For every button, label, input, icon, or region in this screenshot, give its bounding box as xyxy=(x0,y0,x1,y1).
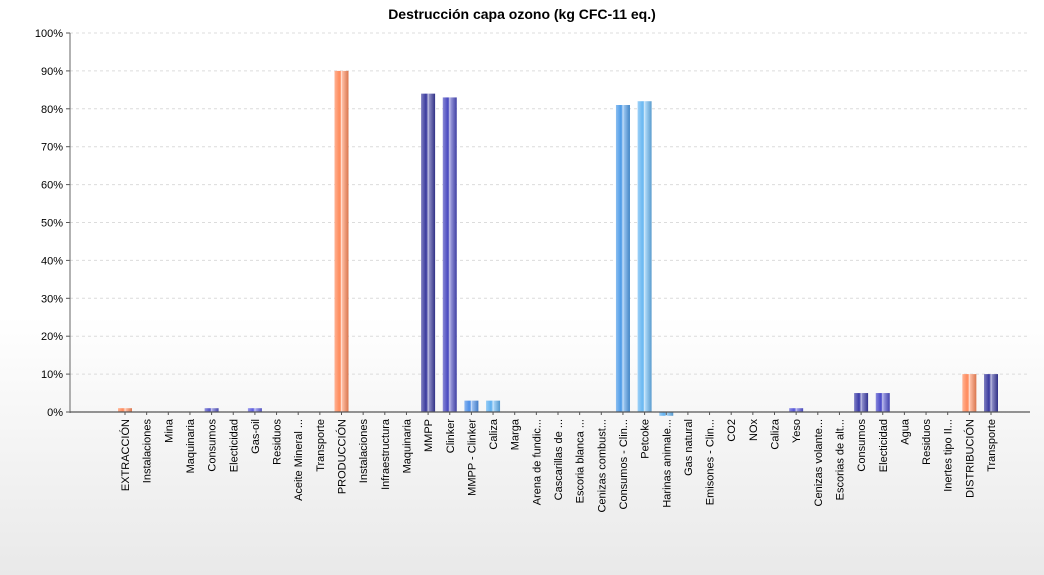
x-tick-label: CO2 xyxy=(726,419,738,442)
x-tick-label: Marga xyxy=(510,418,522,450)
x-tick-label: Instalaciones xyxy=(142,419,154,484)
y-tick-label: 0% xyxy=(47,407,63,419)
x-tick-label: Agua xyxy=(899,418,911,445)
x-tick-label: Arena de fundic... xyxy=(531,419,543,505)
x-tick-label: EXTRACCIÓN xyxy=(119,419,132,491)
x-tick-label: Residuos xyxy=(921,419,933,465)
x-tick-label: Gas-oil xyxy=(250,419,262,454)
x-tick-label: Electicidad xyxy=(878,419,890,472)
y-tick-label: 50% xyxy=(41,218,63,230)
x-tick-label: Escorias de alt... xyxy=(834,419,846,500)
y-tick-label: 60% xyxy=(41,180,63,192)
y-tick-label: 30% xyxy=(41,293,63,305)
x-tick-label: Maquinaria xyxy=(401,418,413,473)
x-tick-label: Consumos - Clin... xyxy=(618,419,630,509)
x-tick-label: Cenizas combust... xyxy=(596,419,608,513)
x-tick-label: Transporte xyxy=(315,419,327,472)
x-tick-label: Clinker xyxy=(445,419,457,454)
label-layer: 0% 10% 20% 30% 40% 50% 60% 70% 80% 90% 100% EXTRACC… xyxy=(35,28,998,513)
y-tick-label: 80% xyxy=(41,104,63,116)
x-tick-label: Transporte xyxy=(986,419,998,472)
y-tick-label: 70% xyxy=(41,142,63,154)
x-tick-label: Yeso xyxy=(791,419,803,443)
x-tick-label: Mina xyxy=(163,418,175,443)
chart-title: Destrucción capa ozono (kg CFC-11 eq.) xyxy=(388,6,656,22)
axis-layer xyxy=(66,32,1030,415)
x-tick-label: Petcoke xyxy=(640,419,652,459)
x-tick-label: Caliza xyxy=(770,418,782,449)
x-tick-label: Maquinaria xyxy=(185,418,197,473)
bar-layer xyxy=(118,70,998,416)
x-tick-label: Escoria blanca ... xyxy=(575,419,587,503)
x-tick-label: Inertes tipo II... xyxy=(943,419,955,492)
x-tick-label: Emisones - Clin... xyxy=(705,419,717,505)
y-tick-label: 20% xyxy=(41,331,63,343)
y-tick-label: 90% xyxy=(41,66,63,78)
x-tick-label: MMPP xyxy=(423,419,435,452)
x-tick-label: Cenizas volante... xyxy=(813,419,825,506)
x-tick-label: Aceite Mineral ... xyxy=(293,419,305,501)
x-tick-label: Gas natural xyxy=(683,419,695,476)
x-tick-label: MMPP - Clinker xyxy=(466,419,478,496)
x-tick-label: Residuos xyxy=(272,419,284,465)
x-tick-label: Harinas animale... xyxy=(661,419,673,508)
x-tick-label: Consumos xyxy=(856,419,868,472)
x-tick-label: Caliza xyxy=(488,418,500,449)
x-tick-label: Consumos xyxy=(207,419,219,472)
y-tick-label: 40% xyxy=(41,255,63,267)
x-tick-label: Electicidad xyxy=(228,419,240,472)
x-tick-label: PRODUCCIÓN xyxy=(336,419,349,494)
y-tick-label: 100% xyxy=(35,28,63,40)
x-tick-label: DISTRIBUCIÓN xyxy=(963,419,976,498)
y-tick-label: 10% xyxy=(41,369,63,381)
x-tick-label: NOx xyxy=(748,419,760,442)
x-tick-label: Cascarillas de ... xyxy=(553,419,565,500)
grid-layer xyxy=(70,32,1030,375)
x-tick-label: Instalaciones xyxy=(358,419,370,484)
x-tick-label: Infraestructura xyxy=(380,418,392,490)
